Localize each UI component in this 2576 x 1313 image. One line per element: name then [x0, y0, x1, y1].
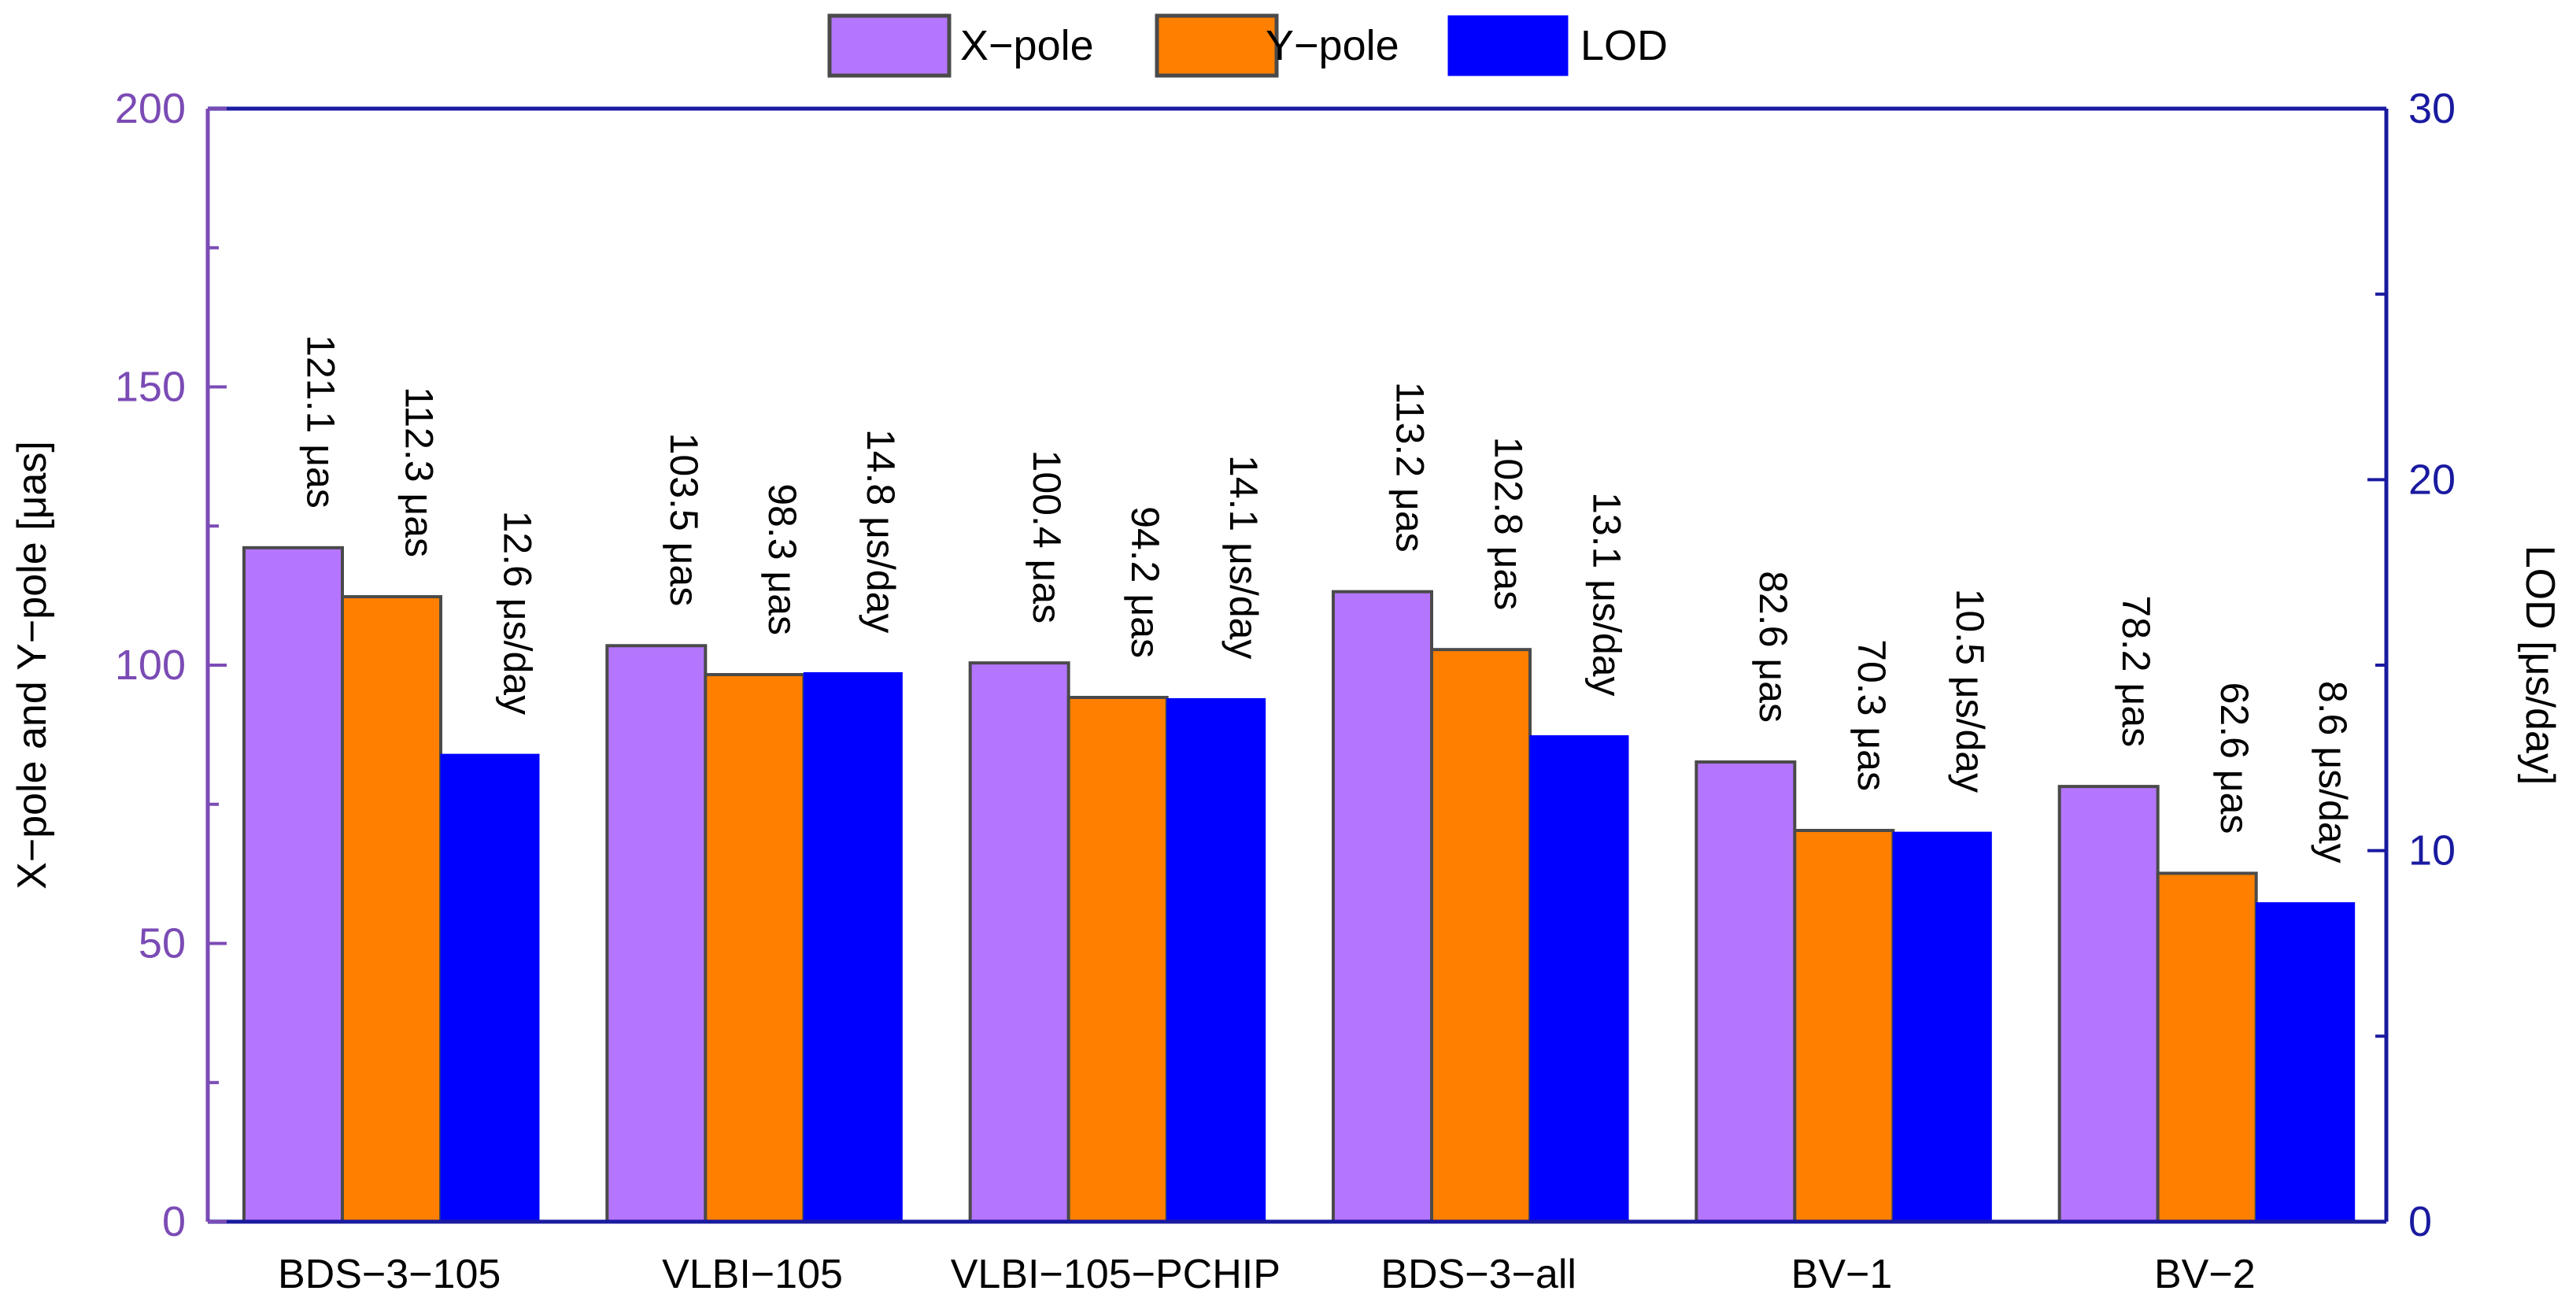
- legend-swatch-lod: [1447, 15, 1569, 76]
- bar-lod-6: [2256, 902, 2356, 1222]
- left-tick-label-0: 0: [162, 1198, 186, 1245]
- x-tick-label-1: BDS−3−105: [278, 1252, 501, 1297]
- bar-y-pole-6: [2156, 871, 2258, 1223]
- right-tick-label-0: 0: [2408, 1198, 2432, 1245]
- bar-x-pole-2: [605, 644, 708, 1223]
- bar-y-pole-2: [704, 673, 806, 1223]
- x-tick-label-3: VLBI−105−PCHIP: [951, 1252, 1281, 1297]
- right-tick-label-30: 30: [2408, 85, 2456, 132]
- data-label-y-pole-1: 112.3 μas: [397, 387, 442, 557]
- data-label-y-pole-2: 98.3 μas: [760, 483, 804, 635]
- data-label-y-pole-3: 94.2 μas: [1123, 506, 1167, 658]
- x-tick-label-4: BDS−3−all: [1380, 1252, 1576, 1297]
- bar-lod-2: [803, 671, 903, 1222]
- left-tick-label-50: 50: [139, 920, 186, 967]
- bar-x-pole-5: [1695, 760, 1797, 1223]
- legend-label-lod: LOD: [1580, 22, 1668, 69]
- right-tick-label-20: 20: [2408, 456, 2456, 503]
- bar-x-pole-3: [968, 661, 1070, 1223]
- bar-lod-5: [1892, 831, 1992, 1222]
- data-label-x-pole-2: 103.5 μas: [662, 433, 706, 607]
- y-axis-title-left: X−pole and Y−pole [μas]: [9, 441, 55, 890]
- data-label-lod-2: 14.8 μs/day: [859, 429, 903, 634]
- data-label-y-pole-5: 70.3 μas: [1850, 639, 1894, 791]
- data-label-lod-1: 12.6 μs/day: [496, 511, 540, 716]
- bar-x-pole-4: [1332, 590, 1433, 1223]
- y-axis-title-right: LOD [μs/day]: [2517, 546, 2563, 786]
- data-label-x-pole-4: 113.2 μas: [1388, 382, 1432, 553]
- data-label-y-pole-4: 102.8 μas: [1487, 437, 1531, 611]
- axes-layer: BDS−3−105 VLBI−105 VLBI−105−PCHIP BDS−3−all…: [9, 85, 2563, 1297]
- bar-x-pole-6: [2057, 785, 2160, 1223]
- data-label-lod-3: 14.1 μs/day: [1221, 455, 1266, 660]
- right-tick-label-10: 10: [2408, 827, 2456, 875]
- data-label-x-pole-6: 78.2 μas: [2114, 595, 2158, 747]
- bar-lod-1: [440, 753, 540, 1222]
- left-tick-label-100: 100: [115, 642, 186, 689]
- x-tick-label-2: VLBI−105: [662, 1252, 843, 1297]
- legend-label-x-pole: X−pole: [960, 22, 1094, 69]
- left-tick-label-200: 200: [115, 85, 186, 132]
- bar-y-pole-4: [1430, 648, 1532, 1223]
- data-label-lod-6: 8.6 μs/day: [2311, 681, 2355, 864]
- legend: X−pole Y−pole LOD: [827, 13, 1668, 78]
- data-label-lod-5: 10.5 μs/day: [1948, 589, 1992, 793]
- x-tick-label-6: BV−2: [2154, 1252, 2256, 1297]
- data-labels-layer: 121.1 μas 112.3 μas 12.6 μs/day 103.5 μas 98…: [299, 335, 2356, 863]
- data-label-x-pole-5: 82.6 μas: [1751, 571, 1795, 723]
- bar-y-pole-1: [341, 595, 442, 1223]
- left-tick-label-150: 150: [115, 364, 186, 411]
- bar-lod-3: [1166, 697, 1266, 1222]
- legend-swatch-x-pole: [827, 13, 952, 78]
- data-label-lod-4: 13.1 μs/day: [1585, 492, 1629, 697]
- data-label-x-pole-3: 100.4 μas: [1025, 450, 1069, 624]
- bars-layer: [242, 546, 2356, 1223]
- x-tick-label-5: BV−1: [1791, 1252, 1893, 1297]
- bar-lod-4: [1529, 735, 1629, 1222]
- legend-swatch-y-pole: [1155, 13, 1279, 78]
- data-label-y-pole-6: 62.6 μas: [2212, 682, 2256, 834]
- data-label-x-pole-1: 121.1 μas: [299, 335, 343, 509]
- bar-y-pole-5: [1793, 828, 1895, 1223]
- bar-y-pole-3: [1066, 696, 1169, 1223]
- legend-label-y-pole: Y−pole: [1266, 22, 1399, 69]
- bar-x-pole-1: [242, 546, 344, 1223]
